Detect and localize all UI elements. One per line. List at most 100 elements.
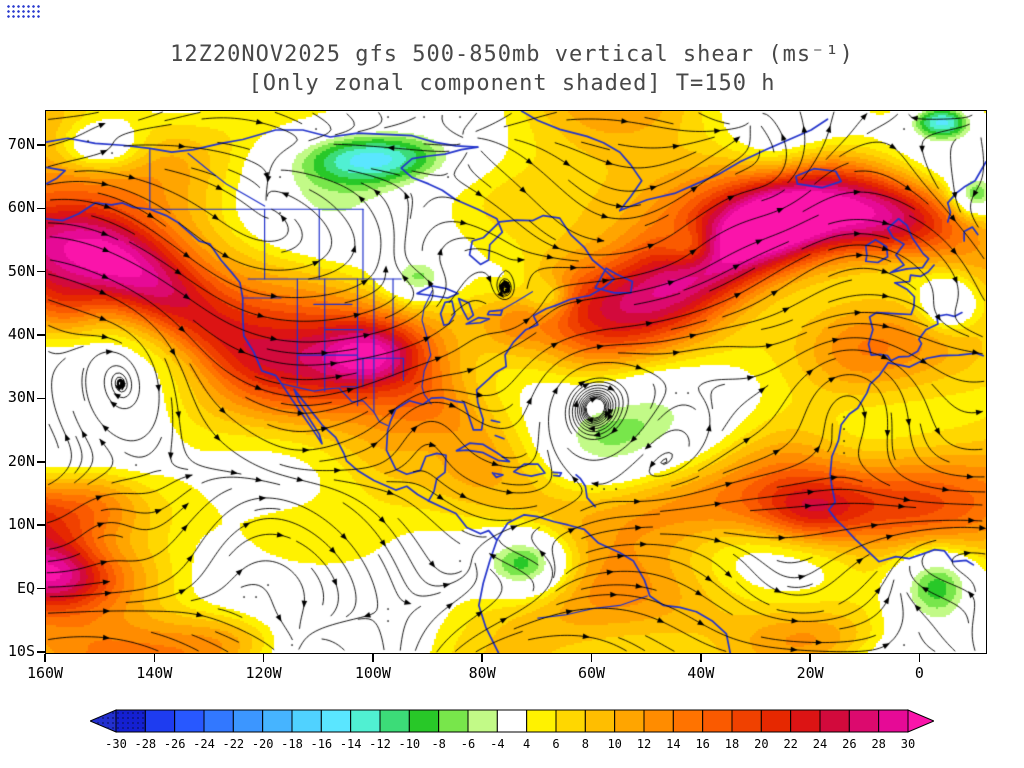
- colorbar-label: -18: [281, 737, 303, 751]
- colorbar-segment: [819, 709, 850, 733]
- colorbar-segment: [672, 709, 704, 733]
- colorbar-label: 14: [666, 737, 680, 751]
- colorbar-label: 24: [813, 737, 827, 751]
- colorbar-stipple-dot: [137, 717, 139, 719]
- x-axis-tick: [153, 654, 156, 662]
- colorbar-segment: [379, 709, 410, 733]
- x-axis-label: 20W: [796, 664, 824, 682]
- colorbar-stipple-dot: [142, 712, 144, 714]
- colorbar-segment: [262, 709, 293, 733]
- colorbar-label: -26: [164, 737, 186, 751]
- colorbar-segment: [643, 709, 674, 733]
- colorbar-label: -6: [461, 737, 475, 751]
- colorbar-stipple-dot: [107, 717, 109, 719]
- colorbar-label: -24: [193, 737, 215, 751]
- colorbar-stipple-dot: [132, 727, 134, 729]
- colorbar-stipple-dot: [127, 712, 129, 714]
- colorbar-label: 20: [754, 737, 768, 751]
- colorbar-label: 12: [637, 737, 651, 751]
- colorbar-stipple-dot: [102, 722, 104, 724]
- x-axis-label: 60W: [577, 664, 606, 682]
- x-axis-label: 100W: [354, 664, 391, 682]
- colorbar-segment: [790, 709, 821, 733]
- colorbar-segment: [614, 709, 645, 733]
- x-axis-tick: [809, 654, 811, 662]
- colorbar-segment: [555, 709, 586, 733]
- chart-title: 12Z20NOV2025 gfs 500-850mb vertical shea…: [170, 42, 854, 67]
- colorbar-segment: [584, 709, 616, 733]
- chart-title-block: 12Z20NOV2025 gfs 500-850mb vertical shea…: [0, 40, 1024, 98]
- colorbar-stipple-dot: [132, 722, 134, 724]
- colorbar-label: -14: [340, 737, 362, 751]
- colorbar-label: 16: [695, 737, 709, 751]
- colorbar-label: -10: [398, 737, 420, 751]
- x-axis-label: 0: [914, 664, 924, 682]
- colorbar-stipple-dot: [107, 722, 109, 724]
- colorbar-stipple-dot: [102, 717, 104, 719]
- colorbar-stipple-dot: [127, 717, 129, 719]
- colorbar-label: 28: [871, 737, 885, 751]
- colorbar-label: 26: [842, 737, 856, 751]
- colorbar-stipple-dot: [117, 712, 119, 714]
- y-axis-label: 20N: [7, 451, 35, 470]
- x-axis-label: 40W: [687, 664, 715, 682]
- colorbar: -30 -28 -26 -24 -22 -20 -18 -16 -14 -12 -10 -8 -6 -4 4…: [90, 709, 934, 751]
- y-axis-tick: [37, 587, 45, 590]
- colorbar-stipple-dot: [117, 722, 119, 724]
- colorbar-segment: [291, 709, 322, 733]
- colorbar-stipple-dot: [112, 717, 114, 719]
- x-axis-label: 160W: [26, 664, 64, 682]
- colorbar-stipple-dot: [117, 717, 119, 719]
- x-axis-tick: [481, 654, 483, 662]
- y-axis-tick: [37, 270, 45, 273]
- colorbar-label: 4: [523, 737, 530, 751]
- x-axis-tick: [918, 654, 921, 662]
- corner-artifact: [6, 4, 42, 19]
- colorbar-stipple-dot: [137, 712, 139, 714]
- y-axis-tick: [37, 144, 45, 146]
- colorbar-segment: [203, 709, 234, 733]
- x-axis-label: 80W: [468, 664, 496, 682]
- colorbar-stipple-dot: [122, 712, 124, 714]
- colorbar-label: 22: [783, 737, 797, 751]
- colorbar-segment: [731, 709, 762, 733]
- colorbar-under-arrow: [90, 709, 117, 733]
- colorbar-stipple-dot: [127, 722, 129, 724]
- y-axis-label: 50N: [7, 261, 35, 280]
- map-plot-area: [45, 110, 987, 654]
- colorbar-segment: [760, 709, 792, 733]
- colorbar-segment: [848, 709, 880, 733]
- colorbar-stipple-dot: [137, 722, 139, 724]
- colorbar-stipple-dot: [127, 727, 129, 729]
- colorbar-label: -28: [134, 737, 156, 751]
- x-axis-tick: [700, 654, 702, 662]
- y-axis-label: EQ: [16, 578, 35, 597]
- colorbar-segment: [496, 709, 528, 733]
- colorbar-stipple-dot: [112, 727, 114, 729]
- x-axis-tick: [372, 654, 374, 662]
- colorbar-stipple-dot: [97, 717, 99, 719]
- y-axis-tick: [37, 207, 45, 209]
- colorbar-label: -20: [252, 737, 274, 751]
- colorbar-segment: [350, 709, 381, 733]
- colorbar-segment: [115, 709, 146, 733]
- colorbar-stipple-dot: [117, 727, 119, 729]
- y-axis-tick: [37, 524, 45, 526]
- colorbar-label: -12: [369, 737, 391, 751]
- x-axis-tick: [44, 654, 46, 662]
- colorbar-segment: [174, 709, 205, 733]
- colorbar-stipple-dot: [112, 722, 114, 724]
- colorbar-stipple-dot: [97, 722, 99, 724]
- colorbar-label: 10: [607, 737, 621, 751]
- colorbar-label: 8: [582, 737, 589, 751]
- y-axis-tick: [37, 397, 45, 400]
- colorbar-segment: [702, 709, 733, 733]
- y-axis-label: 10S: [7, 642, 35, 660]
- colorbar-label: -16: [310, 737, 332, 751]
- chart-subtitle: [Only zonal component shaded] T=150 h: [248, 71, 776, 96]
- colorbar-segment: [408, 709, 440, 733]
- colorbar-over-arrow: [907, 709, 934, 733]
- colorbar-segment: [232, 709, 264, 733]
- colorbar-segment: [438, 709, 469, 733]
